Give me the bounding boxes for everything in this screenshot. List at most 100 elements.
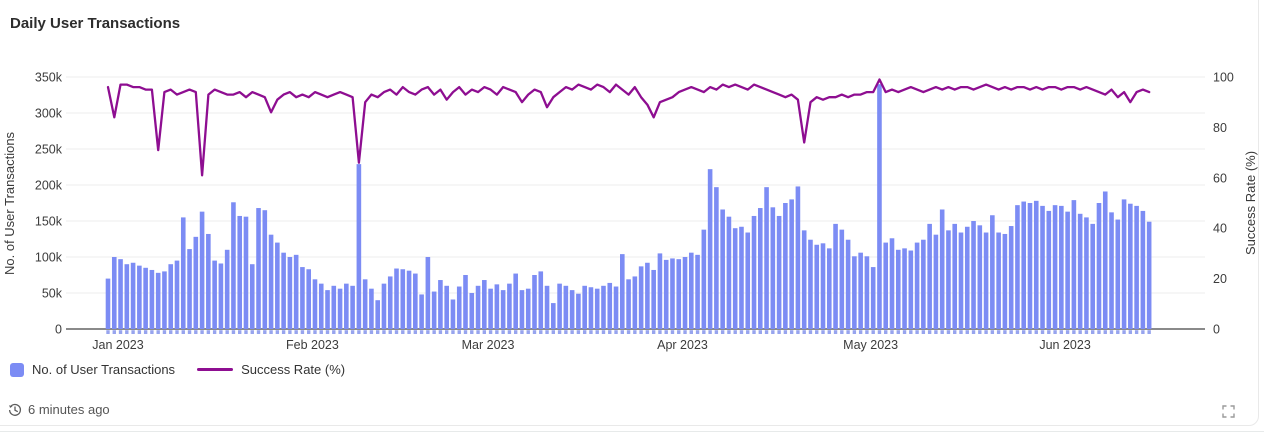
bar[interactable]	[544, 285, 550, 329]
bar[interactable]	[174, 260, 180, 329]
bar[interactable]	[306, 269, 312, 329]
bar[interactable]	[206, 233, 211, 329]
bar[interactable]	[507, 283, 512, 329]
bar[interactable]	[1102, 191, 1108, 329]
bar[interactable]	[551, 303, 556, 329]
bar[interactable]	[663, 259, 669, 329]
bar[interactable]	[218, 263, 224, 329]
bar[interactable]	[933, 234, 939, 329]
bar[interactable]	[488, 288, 493, 329]
bar[interactable]	[645, 262, 650, 329]
bar[interactable]	[406, 270, 412, 329]
bar[interactable]	[199, 211, 205, 329]
bar[interactable]	[193, 236, 199, 329]
bar[interactable]	[964, 226, 970, 329]
bar[interactable]	[1140, 210, 1146, 329]
bar[interactable]	[1021, 201, 1027, 329]
bar[interactable]	[1121, 199, 1127, 329]
bar[interactable]	[525, 288, 531, 329]
bar[interactable]	[638, 266, 644, 329]
bar[interactable]	[500, 290, 506, 329]
bar[interactable]	[513, 273, 518, 329]
bar[interactable]	[620, 254, 625, 329]
bar[interactable]	[231, 202, 236, 329]
bar[interactable]	[751, 215, 757, 329]
bar[interactable]	[162, 271, 167, 329]
bar[interactable]	[996, 232, 1001, 329]
bar[interactable]	[958, 232, 964, 329]
bar[interactable]	[1033, 200, 1039, 329]
bar[interactable]	[745, 232, 751, 329]
bar[interactable]	[852, 256, 857, 329]
bar[interactable]	[419, 294, 424, 329]
bar[interactable]	[776, 215, 782, 329]
bar[interactable]	[714, 187, 719, 329]
bar[interactable]	[312, 279, 318, 329]
bar[interactable]	[939, 209, 945, 329]
bar[interactable]	[124, 264, 130, 329]
bar[interactable]	[1128, 203, 1133, 329]
bar[interactable]	[946, 230, 951, 329]
chart-plot-area[interactable]: 0 50k 100k 150k 200k 250k 300k 350k 0 20 40 60 80 100…	[0, 0, 1264, 360]
bar[interactable]	[952, 223, 958, 329]
bar[interactable]	[845, 239, 851, 329]
bar[interactable]	[130, 262, 136, 329]
bar[interactable]	[331, 285, 337, 329]
bar[interactable]	[877, 84, 882, 329]
bar[interactable]	[1134, 205, 1139, 329]
bar[interactable]	[707, 169, 713, 329]
bar[interactable]	[469, 293, 475, 329]
bar[interactable]	[318, 283, 324, 329]
bar[interactable]	[601, 285, 606, 329]
bar[interactable]	[224, 249, 230, 329]
bar[interactable]	[519, 290, 525, 329]
bar[interactable]	[180, 217, 186, 329]
bar[interactable]	[268, 234, 274, 329]
bar[interactable]	[237, 215, 243, 329]
legend-item-success-rate[interactable]: Success Rate (%)	[197, 362, 345, 377]
bar[interactable]	[770, 207, 776, 329]
bar[interactable]	[651, 269, 656, 329]
bar[interactable]	[456, 286, 462, 329]
bar[interactable]	[394, 268, 399, 329]
bar[interactable]	[557, 283, 562, 329]
bar[interactable]	[362, 279, 368, 329]
bar[interactable]	[682, 257, 688, 329]
bar[interactable]	[1115, 219, 1121, 329]
bar[interactable]	[387, 276, 393, 329]
bar[interactable]	[356, 164, 362, 329]
fullscreen-button[interactable]	[1220, 403, 1236, 419]
bar[interactable]	[431, 291, 437, 329]
bar[interactable]	[249, 264, 255, 329]
bar[interactable]	[883, 242, 889, 329]
bar[interactable]	[927, 223, 932, 329]
bar[interactable]	[789, 199, 794, 329]
bar[interactable]	[676, 259, 682, 329]
success-rate-line[interactable]	[106, 78, 1151, 177]
legend-item-transactions[interactable]: No. of User Transactions	[10, 362, 175, 377]
bar[interactable]	[889, 238, 895, 329]
transactions-bars[interactable]	[105, 84, 1152, 329]
bar[interactable]	[990, 215, 995, 329]
bar[interactable]	[1015, 205, 1020, 329]
bar[interactable]	[914, 242, 920, 329]
bar[interactable]	[839, 229, 845, 329]
bar[interactable]	[576, 293, 581, 329]
bar[interactable]	[155, 272, 161, 329]
bar[interactable]	[1065, 211, 1070, 329]
bar[interactable]	[563, 285, 569, 329]
bar[interactable]	[532, 275, 537, 329]
bar[interactable]	[325, 290, 330, 329]
bar[interactable]	[168, 264, 174, 329]
bar[interactable]	[757, 208, 763, 329]
bar[interactable]	[281, 252, 286, 329]
bar[interactable]	[1096, 203, 1102, 329]
bar[interactable]	[833, 223, 838, 329]
bar[interactable]	[701, 229, 707, 329]
bar[interactable]	[858, 252, 863, 329]
bar[interactable]	[293, 254, 299, 329]
bar[interactable]	[369, 288, 374, 329]
bar[interactable]	[1027, 203, 1033, 329]
bar[interactable]	[983, 232, 989, 329]
bar[interactable]	[902, 248, 907, 329]
